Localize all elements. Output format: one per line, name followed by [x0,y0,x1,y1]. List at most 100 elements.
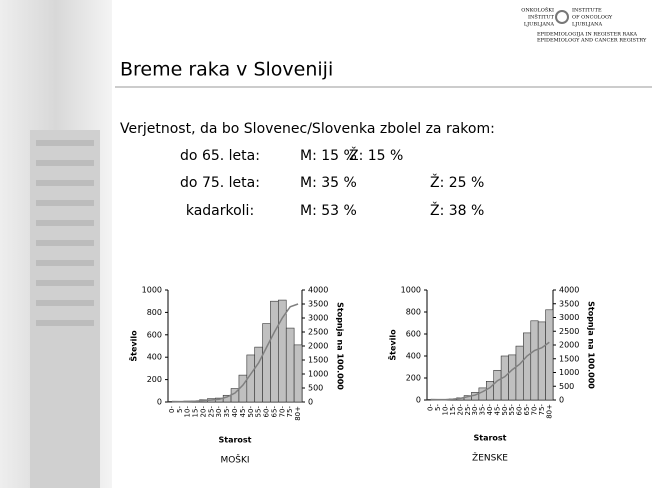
x-tick-label: 40- [486,404,494,416]
slide-title: Breme raka v Sloveniji [120,59,333,81]
bar [545,309,554,401]
row-label: do 65. leta: [180,148,260,164]
row-label: kadarkoli: [186,203,254,219]
logo-text: INSTITUTE [572,8,602,14]
bar [508,354,517,401]
x-tick-label: 60- [516,404,524,416]
logo-text: ONKOLOŠKI [521,6,554,14]
male: M: 53 % [300,203,357,219]
y-axis-title: Število [387,329,398,361]
x-tick-label: 20- [199,406,207,418]
bar [485,380,495,401]
x-tick-label: 5- [434,404,442,411]
x-tick-label: 80+ [545,404,553,419]
y2-tick-label: 3500 [559,299,579,308]
bar [254,346,263,403]
y2-axis-title: Stopnja na 100.000 [587,301,596,389]
x-tick-label: 20- [456,404,464,416]
x-tick-label: 75- [538,404,546,416]
logo-text: INŠTITUT [528,13,555,21]
y2-tick-label: 500 [308,384,323,393]
y2-axis-title: Stopnja na 100.000 [336,302,345,390]
y2-tick-label: 3000 [308,314,328,323]
y-tick-label: 800 [406,308,421,317]
y2-tick-label: 4000 [559,286,579,295]
logo-mark [555,10,569,24]
x-tick-label: 5- [176,406,184,413]
female: Ž: 25 % [430,173,484,191]
x-tick-label: 70- [530,404,538,416]
x-tick-label: 55- [255,406,263,418]
y-tick-label: 200 [406,374,421,383]
bar [493,369,502,401]
line [171,303,299,403]
logo-text: OF ONCOLOGY [572,15,613,21]
male: M: 35 % [300,175,357,191]
y2-tick-label: 2500 [559,327,579,336]
x-tick-label: 10- [184,406,192,418]
x-tick-label: 55- [508,404,516,416]
x-tick-label: 40- [231,406,239,418]
y2-tick-label: 3500 [308,300,328,309]
female: Ž: 38 % [430,201,484,219]
y2-tick-label: 3000 [559,313,579,322]
y-tick-label: 600 [406,330,421,339]
y2-tick-label: 2000 [559,341,579,350]
y-tick-label: 600 [147,330,162,339]
y-axis-title: Število [128,330,139,362]
x-tick-label: 65- [270,406,278,418]
x-tick-label: 30- [215,406,223,418]
x-tick-label: 65- [523,404,531,416]
y2-tick-label: 2500 [308,328,328,337]
y2-tick-label: 1000 [559,368,579,377]
x-tick-label: 30- [471,404,479,416]
bar [515,345,524,401]
male: M: 15 % [300,148,357,164]
line [430,341,550,401]
bar [293,344,303,403]
x-tick-label: 15- [449,404,457,416]
logo-text: LJUBLJANA [524,22,555,28]
y-tick-label: 1000 [401,286,421,295]
x-tick-label: 25- [464,404,472,416]
x-tick-label: 75- [286,406,294,418]
x-tick-label: 25- [207,406,215,418]
x-tick-label: 45- [239,406,247,418]
y2-tick-label: 1500 [559,354,579,363]
logo: ONKOLOŠKI INŠTITUT LJUBLJANA INSTITUTE O… [521,6,647,44]
x-tick-label: 50- [247,406,255,418]
bar [285,327,295,403]
x-axis-title: Starost [218,436,251,445]
caption: MOŠKI [220,454,249,466]
y2-tick-label: 2000 [308,342,328,351]
y-tick-label: 200 [147,375,162,384]
female: Ž: 15 % [349,146,403,164]
intro: Verjetnost, da bo Slovenec/Slovenka zbol… [120,121,495,137]
y-tick-label: 400 [406,352,421,361]
x-tick-label: 0- [168,406,176,413]
x-tick-label: 45- [493,404,501,416]
x-tick-label: 70- [278,406,286,418]
x-tick-label: 35- [479,404,487,416]
windows [36,140,94,326]
logo-text: EPIDEMIOLOGY AND CANCER REGISTRY [537,38,647,44]
y-tick-label: 0 [416,396,421,405]
logo-text: LJUBLJANA [572,22,603,28]
y-tick-label: 1000 [142,286,162,295]
x-tick-label: 35- [223,406,231,418]
y-tick-label: 400 [147,353,162,362]
logo-text: EPIDEMIOLOGIJA IN REGISTER RAKA [537,32,637,38]
y-tick-label: 0 [157,398,162,407]
x-tick-label: 15- [192,406,200,418]
bar [270,300,279,403]
bar [530,320,539,401]
y2-tick-label: 1000 [308,370,328,379]
caption: ŽENSKE [472,452,508,464]
y2-tick-label: 4000 [308,286,328,295]
y-tick-label: 800 [147,308,162,317]
x-tick-label: 10- [442,404,450,416]
x-tick-label: 80+ [294,406,302,421]
x-tick-label: 0- [427,404,435,411]
bar [523,332,532,401]
